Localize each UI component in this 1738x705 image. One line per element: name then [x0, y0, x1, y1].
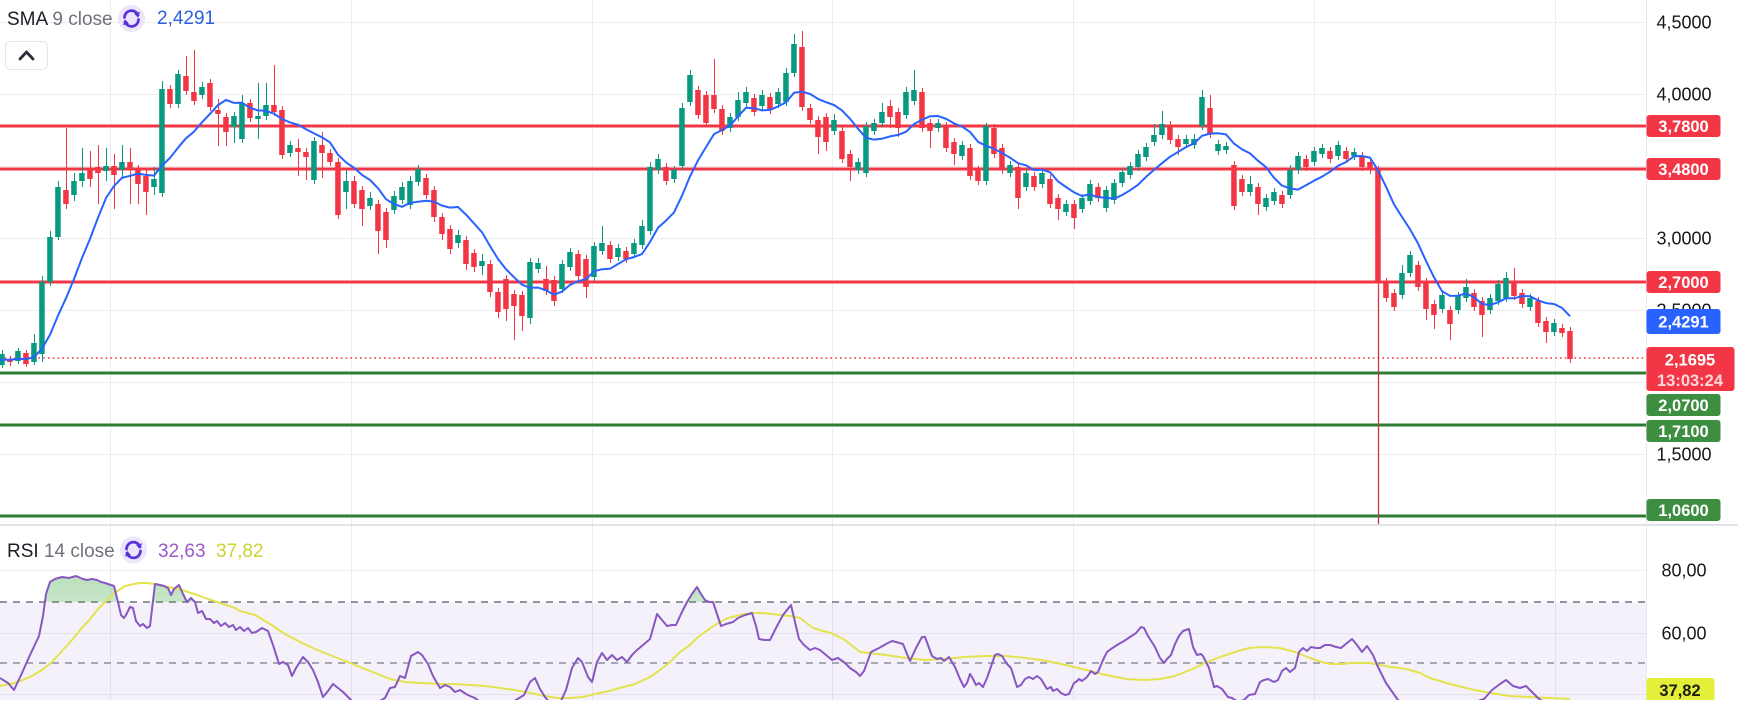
svg-text:1,7100: 1,7100	[1658, 423, 1708, 441]
svg-text:1,5000: 1,5000	[1656, 445, 1711, 465]
svg-text:37,82: 37,82	[216, 541, 264, 562]
svg-text:1,0600: 1,0600	[1658, 502, 1708, 520]
svg-text:2,4291: 2,4291	[1658, 313, 1708, 331]
svg-text:60,00: 60,00	[1661, 624, 1706, 644]
svg-text:13:03:24: 13:03:24	[1657, 372, 1724, 390]
svg-text:32,63: 32,63	[158, 541, 206, 562]
svg-text:2,1695: 2,1695	[1665, 352, 1715, 370]
svg-text:3,7800: 3,7800	[1658, 118, 1708, 136]
svg-text:3,4800: 3,4800	[1658, 161, 1708, 179]
svg-text:2,7000: 2,7000	[1658, 274, 1708, 292]
svg-text:3,0000: 3,0000	[1656, 229, 1711, 249]
svg-text:2,0700: 2,0700	[1658, 397, 1708, 415]
svg-text:SMA 9 close: SMA 9 close	[7, 9, 113, 30]
svg-text:4,5000: 4,5000	[1656, 13, 1711, 33]
svg-text:4,0000: 4,0000	[1656, 85, 1711, 105]
svg-text:RSI 14 close: RSI 14 close	[7, 541, 115, 562]
svg-text:2,4291: 2,4291	[157, 8, 215, 29]
svg-text:37,82: 37,82	[1659, 682, 1700, 700]
svg-text:80,00: 80,00	[1661, 561, 1706, 581]
